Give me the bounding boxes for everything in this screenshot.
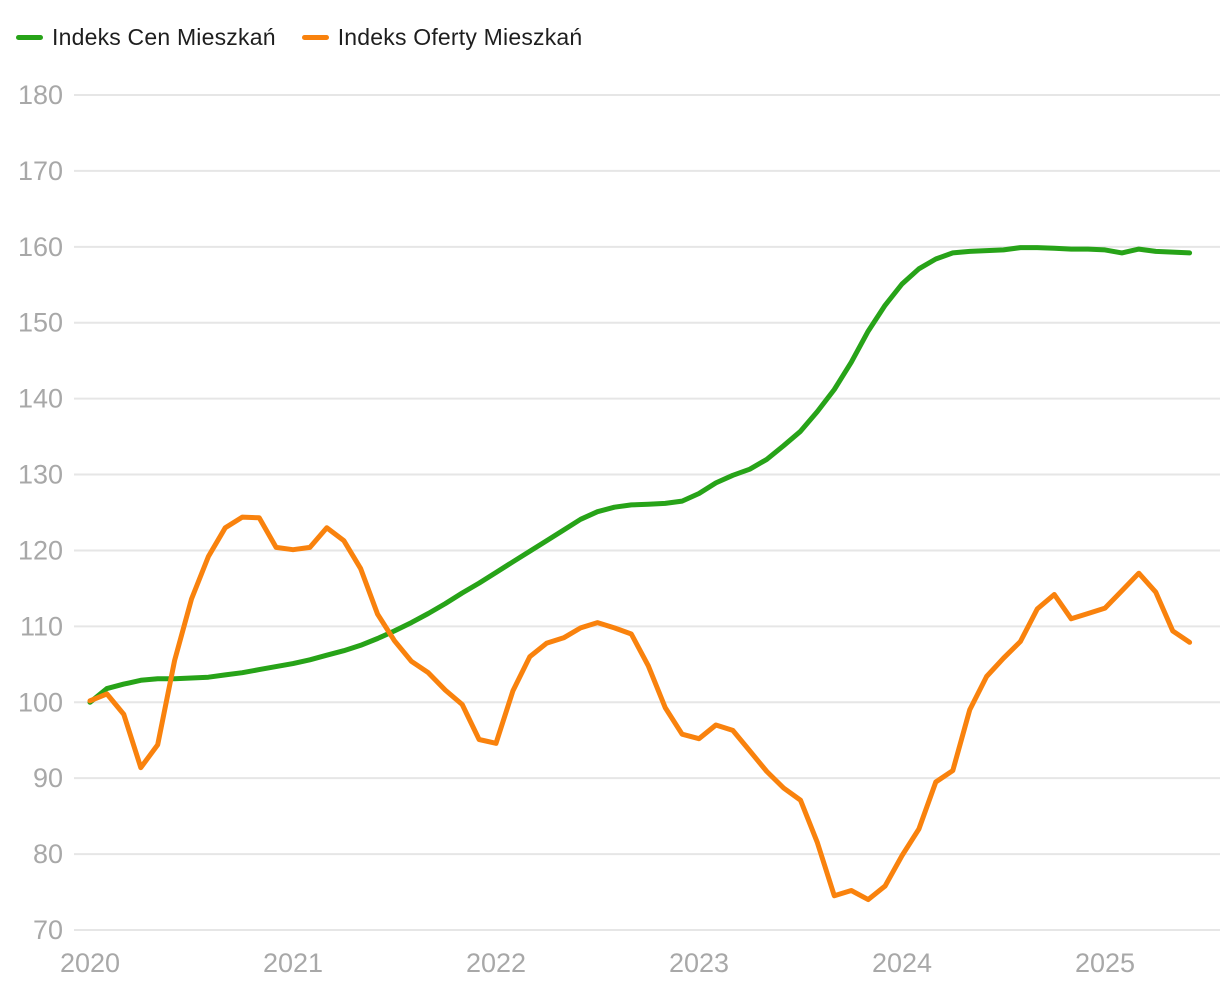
- green-line-swatch-icon: [16, 35, 43, 40]
- svg-text:160: 160: [18, 232, 63, 262]
- svg-text:170: 170: [18, 156, 63, 186]
- svg-text:2022: 2022: [466, 948, 526, 978]
- svg-text:110: 110: [20, 611, 63, 641]
- orange-line-swatch-icon: [301, 35, 329, 40]
- svg-text:70: 70: [33, 915, 63, 945]
- svg-text:100: 100: [18, 687, 63, 717]
- svg-text:2024: 2024: [872, 948, 932, 978]
- svg-text:130: 130: [18, 460, 63, 490]
- series-lines-group: [87, 245, 1193, 903]
- svg-text:140: 140: [18, 384, 63, 414]
- svg-text:150: 150: [18, 308, 63, 338]
- y-axis-labels: 70 80 90 100 110 120 130 140 150 160 170 180: [18, 80, 63, 945]
- chart-legend: Indeks Cen Mieszkań Indeks Oferty Mieszk…: [16, 24, 582, 51]
- legend-label: Indeks Oferty Mieszkań: [337, 24, 583, 50]
- svg-text:2025: 2025: [1075, 948, 1135, 978]
- legend-label: Indeks Cen Mieszkań: [52, 24, 276, 50]
- svg-text:2020: 2020: [60, 948, 120, 978]
- svg-text:2023: 2023: [669, 948, 729, 978]
- svg-text:90: 90: [33, 763, 63, 793]
- svg-text:180: 180: [18, 80, 63, 110]
- x-axis-labels: 2020 2021 2022 2023 2024 2025: [60, 948, 1135, 978]
- gridlines-group: [74, 94, 1220, 931]
- svg-text:2021: 2021: [263, 948, 323, 978]
- legend-item-indeks-oferty: Indeks Oferty Mieszkań: [301, 24, 583, 51]
- legend-item-indeks-cen: Indeks Cen Mieszkań: [16, 24, 276, 51]
- svg-text:120: 120: [18, 535, 63, 565]
- svg-text:80: 80: [33, 839, 63, 869]
